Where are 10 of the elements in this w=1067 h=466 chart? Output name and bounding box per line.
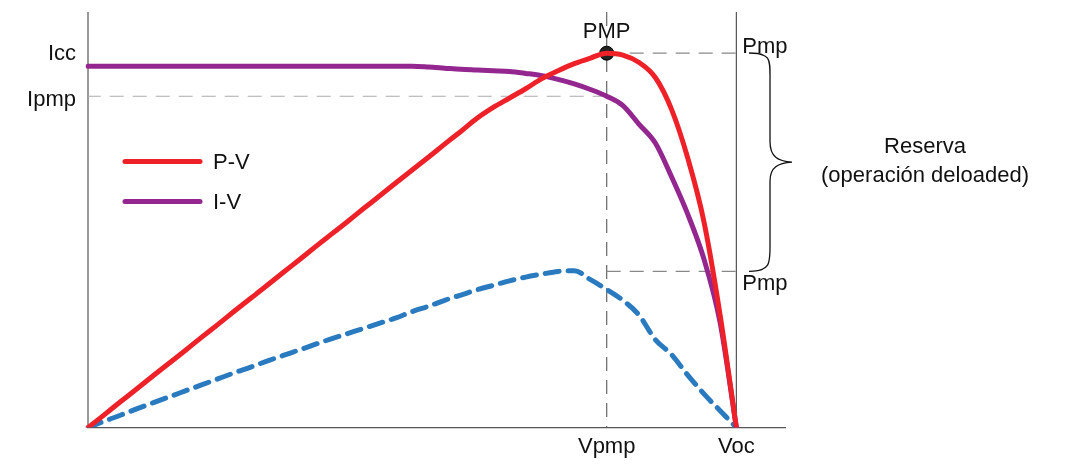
legend-label: I-V <box>213 188 242 214</box>
ref-line-label: Pmp <box>742 33 788 59</box>
annotation: PMP <box>582 18 631 44</box>
text: Reserva (operación deloaded) <box>820 132 1030 189</box>
x-tick-label: Vpmp <box>577 432 636 458</box>
text: Icc <box>47 40 76 66</box>
x-tick-label: Voc <box>718 432 755 458</box>
ref-line-label: Pmp <box>742 269 788 295</box>
legend-label: P-V <box>213 148 250 174</box>
ref-line-label: Ipmp <box>27 86 76 112</box>
